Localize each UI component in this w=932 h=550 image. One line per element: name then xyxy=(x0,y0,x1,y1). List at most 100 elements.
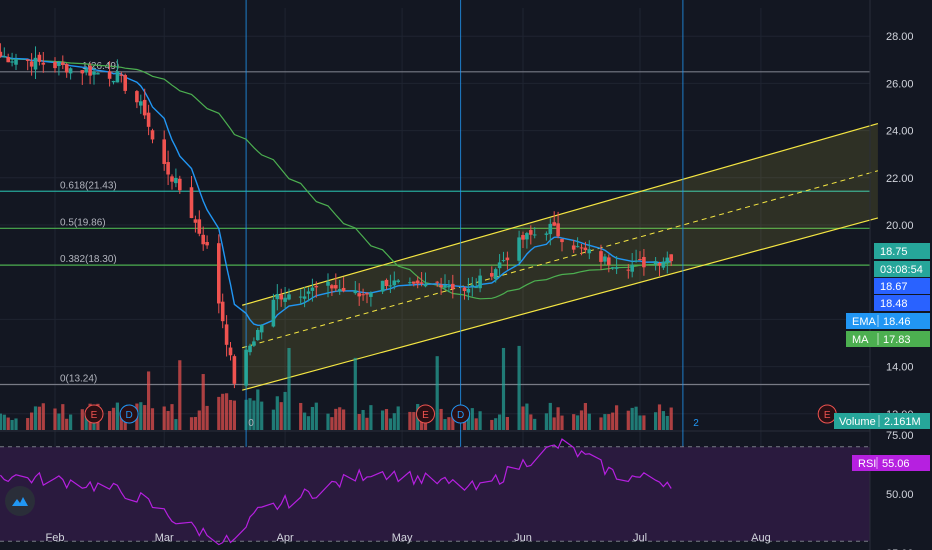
volume-bar xyxy=(256,389,260,430)
y-tick-label: 24.00 xyxy=(886,126,914,138)
event-badge-label: E xyxy=(824,410,831,421)
volume-bar xyxy=(271,409,275,430)
volume-bar xyxy=(33,406,38,430)
x-tick-label: Aug xyxy=(751,532,771,544)
candle-body xyxy=(37,54,42,62)
candle-body xyxy=(560,238,564,243)
volume-bar xyxy=(279,402,283,430)
volume-bar xyxy=(139,402,143,430)
candle-body xyxy=(111,80,116,83)
candle-body xyxy=(392,280,397,286)
candle-body xyxy=(669,254,673,262)
volume-bar xyxy=(439,408,443,430)
volume-bar xyxy=(396,406,400,430)
candle-body xyxy=(614,267,619,269)
candle-body xyxy=(439,284,443,288)
volume-bar xyxy=(654,412,658,430)
candle-body xyxy=(447,286,451,288)
candle-body xyxy=(197,219,202,234)
volume-bar xyxy=(634,406,638,430)
candle-body xyxy=(220,301,225,322)
candle-body xyxy=(142,99,147,116)
candle-body xyxy=(630,264,634,272)
fib-level-label-2: 0.5(19.86) xyxy=(60,217,106,228)
candle-body xyxy=(224,324,229,345)
volume-bar xyxy=(423,419,428,430)
x-tick-label: Apr xyxy=(277,532,294,544)
volume-bar xyxy=(57,413,61,430)
volume-bar xyxy=(205,405,209,430)
candle-body xyxy=(25,59,30,61)
candle-body xyxy=(423,284,428,287)
candle-body xyxy=(521,235,525,240)
candle-body xyxy=(548,223,553,235)
rsi-line xyxy=(0,438,672,546)
candle-body xyxy=(217,243,221,304)
y-tick-label: 28.00 xyxy=(886,31,914,43)
candle-body xyxy=(357,293,361,297)
volume-bar xyxy=(384,409,389,430)
volume-bar xyxy=(2,414,6,430)
volume-bar xyxy=(14,418,18,430)
volume-bar xyxy=(310,406,314,430)
price-tag-bg xyxy=(874,295,930,311)
candle-body xyxy=(653,261,658,265)
volume-bar xyxy=(189,417,194,430)
tradingview-logo-icon[interactable] xyxy=(5,486,35,516)
rsi-band-fill xyxy=(0,446,870,542)
volume-bar xyxy=(244,399,248,430)
candle-body xyxy=(283,297,287,302)
candle-body xyxy=(529,230,533,235)
volume-bar xyxy=(576,415,580,430)
volume-bar xyxy=(435,356,439,430)
volume-bar xyxy=(544,413,548,430)
rsi-y-tick-label: 75.00 xyxy=(886,430,914,442)
volume-bar xyxy=(661,411,665,430)
volume-bar xyxy=(560,415,564,430)
marker-label-1: 2 xyxy=(693,418,699,429)
fibonacci-retracement: 1(26.49) 0.618(21.43) 0.5(19.86) 0.382(18.3… xyxy=(0,61,870,386)
candle-body xyxy=(271,299,276,327)
candle-body xyxy=(470,284,475,286)
candle-body xyxy=(135,91,139,103)
rsi-y-tick-label: 50.00 xyxy=(886,489,914,501)
ma-line-path xyxy=(0,55,672,300)
candle-body xyxy=(634,260,638,262)
candle-body xyxy=(544,233,549,235)
volume-bar xyxy=(69,414,73,430)
candle-body xyxy=(92,71,96,75)
volume-bar xyxy=(342,409,346,430)
x-tick-label: Jun xyxy=(514,532,532,544)
candle-body xyxy=(380,280,385,292)
candle-body xyxy=(525,233,529,240)
candle-body xyxy=(84,68,88,73)
candle-body xyxy=(334,285,338,289)
volume-bar xyxy=(599,417,603,430)
candle-body xyxy=(64,64,69,73)
candle-body xyxy=(474,287,478,289)
candle-body xyxy=(252,341,256,346)
volume-bar xyxy=(548,402,552,430)
candle-body xyxy=(369,292,373,297)
rsi-tag-bg xyxy=(852,455,930,471)
volume-bar xyxy=(65,418,69,430)
volume-bar xyxy=(330,417,334,430)
volume-bar xyxy=(228,399,233,430)
volume-bar xyxy=(217,396,221,430)
volume-bar xyxy=(630,407,634,430)
candle-body xyxy=(337,289,342,292)
event-markers[interactable]: E D E D E 0 2 xyxy=(84,404,837,429)
x-tick-label: Mar xyxy=(155,532,174,544)
candle-body xyxy=(607,257,611,265)
indicator-tag-name: EMA xyxy=(852,316,877,328)
volume-bar xyxy=(525,403,529,430)
channel-fill xyxy=(242,123,878,391)
volume-bar xyxy=(53,408,57,430)
volume-bar xyxy=(201,374,205,430)
volume-bar xyxy=(0,413,2,430)
candle-body xyxy=(415,280,420,284)
volume-bar xyxy=(147,371,151,430)
volume-bar xyxy=(248,398,252,430)
volume-bar xyxy=(275,396,279,430)
